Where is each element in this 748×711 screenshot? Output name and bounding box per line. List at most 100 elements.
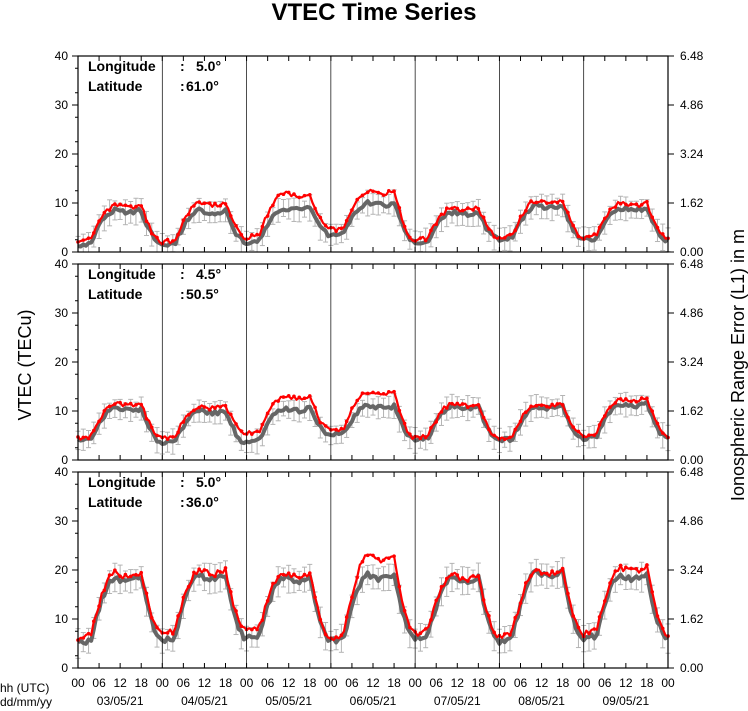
y-tick-label-left: 20 <box>55 563 69 577</box>
y-tick-label-left: 30 <box>55 514 69 528</box>
panel-2: 0 10 20 30 40 0.00 1.62 3.24 4.86 6.48 Longitude:4… <box>55 257 704 467</box>
y-tick-label-left: 30 <box>55 98 69 112</box>
latitude-sep: : <box>180 494 185 510</box>
x-tick-label-hour: 12 <box>451 676 465 690</box>
latitude-sep: : <box>180 78 185 94</box>
x-tick-label-hour: 18 <box>135 676 149 690</box>
longitude-label: Longitude <box>88 474 156 490</box>
y-tick-label-right: 1.62 <box>680 404 704 418</box>
longitude-sep: : <box>180 474 185 490</box>
x-tick-label-hour: 06 <box>261 676 275 690</box>
latitude-value: 50.5° <box>186 286 219 302</box>
latitude-value: 61.0° <box>186 78 219 94</box>
latitude-label: Latitude <box>88 78 143 94</box>
x-tick-label-hour: 12 <box>282 676 296 690</box>
x-tick-label-date: 05/05/21 <box>265 694 312 708</box>
x-tick-label-hour: 06 <box>345 676 359 690</box>
series-line-red <box>77 188 669 245</box>
x-tick-label-hour: 06 <box>598 676 612 690</box>
series-line-gray <box>76 567 669 646</box>
panel-frame <box>77 55 669 253</box>
x-tick-label-date: 06/05/21 <box>350 694 397 708</box>
x-tick-label-hour: 00 <box>577 676 591 690</box>
y-tick-label-left: 10 <box>55 196 69 210</box>
panel-1: 0 10 20 30 40 0.00 1.62 3.24 4.86 6.48 Longitude:5… <box>55 49 704 259</box>
x-tick-label-hour: 18 <box>472 676 486 690</box>
y-tick-label-left: 40 <box>55 257 69 271</box>
longitude-value: 5.0° <box>196 58 221 74</box>
x-tick-label-date: 09/05/21 <box>602 694 649 708</box>
x-tick-label-hour: 18 <box>303 676 317 690</box>
y-tick-label-right: 3.24 <box>680 563 704 577</box>
x-tick-label-hour: 00 <box>408 676 422 690</box>
x-tick-label-date: 07/05/21 <box>434 694 481 708</box>
x-tick-label-hour: 00 <box>661 676 675 690</box>
longitude-label: Longitude <box>88 58 156 74</box>
y-axis-label-right: Ionospheric Range Error (L1) in m <box>728 229 748 501</box>
x-tick-label-date: 04/05/21 <box>181 694 228 708</box>
series-line-gray <box>77 199 670 249</box>
latitude-value: 36.0° <box>186 494 219 510</box>
y-tick-label-left: 20 <box>55 147 69 161</box>
x-tick-label-hour: 00 <box>493 676 507 690</box>
x-tick-label-hour: 18 <box>556 676 570 690</box>
x-axis-label-hours: hh (UTC) <box>0 681 49 695</box>
x-tick-label-hour: 12 <box>619 676 633 690</box>
y-tick-label-left: 20 <box>55 355 69 369</box>
x-tick-label-hour: 06 <box>92 676 106 690</box>
y-tick-label-left: 40 <box>55 465 69 479</box>
y-tick-label-right: 0.00 <box>680 245 704 259</box>
x-axis-label-dates: dd/mm/yy <box>0 695 52 709</box>
y-tick-label-right: 4.86 <box>680 98 704 112</box>
latitude-sep: : <box>180 286 185 302</box>
y-tick-label-left: 0 <box>61 661 68 675</box>
latitude-label: Latitude <box>88 286 143 302</box>
x-tick-label-date: 03/05/21 <box>97 694 144 708</box>
y-tick-label-right: 1.62 <box>680 196 704 210</box>
series-line-red <box>77 553 669 642</box>
longitude-sep: : <box>180 58 185 74</box>
x-tick-label-hour: 18 <box>219 676 233 690</box>
x-tick-label-hour: 12 <box>535 676 549 690</box>
x-tick-label-hour: 12 <box>113 676 127 690</box>
y-tick-label-left: 0 <box>61 453 68 467</box>
longitude-sep: : <box>180 266 185 282</box>
y-tick-label-left: 0 <box>61 245 68 259</box>
y-tick-label-left: 30 <box>55 306 69 320</box>
y-tick-label-right: 3.24 <box>680 147 704 161</box>
y-tick-label-right: 0.00 <box>680 661 704 675</box>
x-tick-label-hour: 06 <box>514 676 528 690</box>
y-tick-label-right: 4.86 <box>680 514 704 528</box>
y-tick-label-right: 6.48 <box>680 49 704 63</box>
y-tick-label-right: 6.48 <box>680 257 704 271</box>
y-tick-label-right: 0.00 <box>680 453 704 467</box>
x-tick-label-hour: 00 <box>324 676 338 690</box>
x-tick-label-hour: 00 <box>156 676 170 690</box>
chart-title: VTEC Time Series <box>272 0 477 26</box>
x-tick-label-hour: 00 <box>240 676 254 690</box>
y-tick-label-left: 10 <box>55 404 69 418</box>
x-tick-label-hour: 06 <box>177 676 191 690</box>
panel-3: 0 10 20 30 40 0.00 1.62 3.24 4.86 6.48 Longitude:5… <box>55 465 704 675</box>
x-tick-label-date: 08/05/21 <box>518 694 565 708</box>
longitude-label: Longitude <box>88 266 156 282</box>
x-tick-label-hour: 18 <box>640 676 654 690</box>
y-axis-label-left: VTEC (TECu) <box>15 309 35 420</box>
series-line-red <box>77 390 669 441</box>
y-tick-label-right: 3.24 <box>680 355 704 369</box>
y-tick-label-left: 40 <box>55 49 69 63</box>
y-tick-label-right: 4.86 <box>680 306 704 320</box>
y-tick-label-left: 10 <box>55 612 69 626</box>
error-bars <box>75 189 671 253</box>
longitude-value: 5.0° <box>196 474 221 490</box>
x-tick-label-hour: 18 <box>387 676 401 690</box>
x-tick-label-hour: 12 <box>198 676 212 690</box>
latitude-label: Latitude <box>88 494 143 510</box>
y-tick-label-right: 1.62 <box>680 612 704 626</box>
x-tick-label-hour: 12 <box>366 676 380 690</box>
x-tick-label-hour: 00 <box>71 676 85 690</box>
x-tick-label-hour: 06 <box>430 676 444 690</box>
y-tick-label-right: 6.48 <box>680 465 704 479</box>
longitude-value: 4.5° <box>196 266 221 282</box>
